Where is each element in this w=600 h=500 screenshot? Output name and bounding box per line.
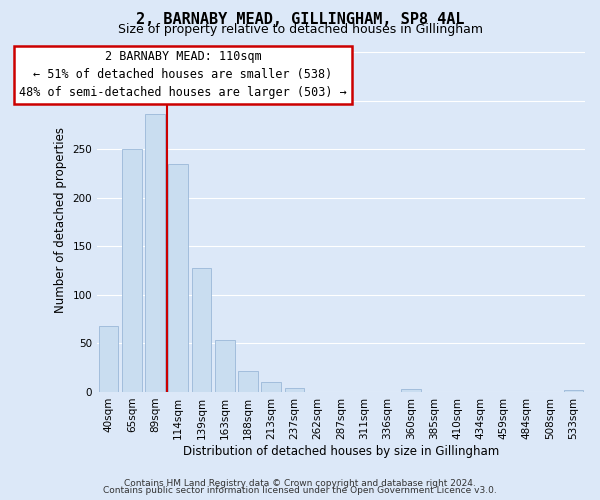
Bar [191, 268, 211, 392]
Y-axis label: Number of detached properties: Number of detached properties [54, 126, 67, 312]
Text: 2, BARNABY MEAD, GILLINGHAM, SP8 4AL: 2, BARNABY MEAD, GILLINGHAM, SP8 4AL [136, 12, 464, 28]
Bar [284, 388, 304, 392]
Text: 2 BARNABY MEAD: 110sqm
← 51% of detached houses are smaller (538)
48% of semi-de: 2 BARNABY MEAD: 110sqm ← 51% of detached… [19, 50, 347, 100]
Bar [169, 164, 188, 392]
Bar [238, 370, 258, 392]
Bar [145, 114, 165, 392]
Bar [98, 326, 118, 392]
Text: Size of property relative to detached houses in Gillingham: Size of property relative to detached ho… [118, 22, 482, 36]
Bar [122, 150, 142, 392]
X-axis label: Distribution of detached houses by size in Gillingham: Distribution of detached houses by size … [183, 444, 499, 458]
Bar [215, 340, 235, 392]
Bar [262, 382, 281, 392]
Bar [401, 389, 421, 392]
Bar [563, 390, 583, 392]
Text: Contains HM Land Registry data © Crown copyright and database right 2024.: Contains HM Land Registry data © Crown c… [124, 478, 476, 488]
Text: Contains public sector information licensed under the Open Government Licence v3: Contains public sector information licen… [103, 486, 497, 495]
